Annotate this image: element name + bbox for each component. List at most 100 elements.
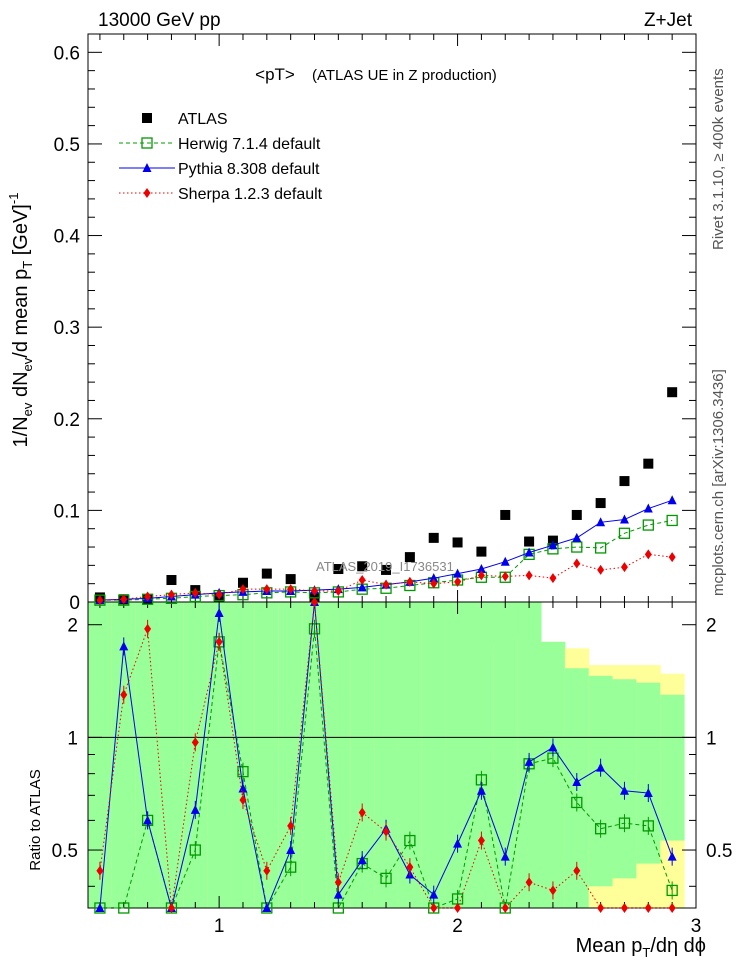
main-point-atlas bbox=[261, 568, 272, 579]
main-point-sherpa bbox=[525, 570, 533, 581]
main-point-pythia bbox=[429, 573, 439, 583]
header-right: Z+Jet bbox=[644, 10, 693, 31]
band-inner-bin bbox=[541, 641, 566, 908]
main-y-tick-label: 0.4 bbox=[54, 227, 81, 248]
ratio-point-sherpa bbox=[597, 903, 605, 913]
ratio-x-tick-label: 2 bbox=[452, 916, 463, 937]
ratio-point-pythia bbox=[286, 845, 296, 855]
main-point-pythia bbox=[524, 547, 534, 557]
main-point-sherpa bbox=[668, 552, 676, 563]
main-point-sherpa bbox=[215, 589, 223, 600]
ratio-point-pythia bbox=[119, 641, 129, 651]
band-inner-bin bbox=[397, 602, 423, 908]
band-inner-bin bbox=[183, 602, 208, 908]
ratio-point-pythia bbox=[453, 838, 463, 848]
ratio-point-sherpa bbox=[454, 903, 462, 913]
main-point-sherpa bbox=[311, 586, 319, 597]
ratio-y-tick-label: 1 bbox=[67, 728, 78, 749]
main-point-atlas bbox=[524, 536, 535, 547]
band-inner-bin bbox=[421, 602, 447, 908]
header-left: 13000 GeV pp bbox=[98, 10, 221, 31]
ratio-y-tick-label-right: 2 bbox=[706, 616, 717, 637]
ratio-y-tick-label-right: 1 bbox=[706, 728, 717, 749]
ratio-point-herwig bbox=[308, 623, 321, 635]
main-point-sherpa bbox=[96, 595, 104, 606]
main-point-pythia bbox=[572, 532, 582, 542]
main-point-pythia bbox=[476, 564, 486, 574]
main-point-herwig bbox=[618, 527, 631, 539]
ratio-point-sherpa bbox=[239, 795, 247, 806]
main-series-layer bbox=[94, 387, 678, 606]
ratio-point-herwig bbox=[380, 872, 392, 885]
ratio-y-tick-label: 0.5 bbox=[52, 841, 78, 862]
main-y-tick-label: 0.6 bbox=[54, 43, 80, 64]
main-point-sherpa bbox=[239, 584, 247, 595]
main-point-atlas bbox=[166, 575, 177, 586]
ratio-point-sherpa bbox=[334, 877, 342, 888]
ratio-y-tick-label-right: 0.5 bbox=[706, 841, 732, 862]
main-point-pythia bbox=[596, 517, 606, 527]
ratio-point-sherpa bbox=[620, 903, 628, 913]
legend-label-sherpa: Sherpa 1.2.3 default bbox=[178, 186, 323, 203]
main-point-herwig bbox=[642, 519, 654, 531]
main-point-atlas bbox=[404, 552, 415, 563]
main-point-atlas bbox=[571, 509, 582, 520]
main-point-herwig bbox=[594, 542, 607, 554]
main-point-sherpa bbox=[382, 579, 390, 590]
ratio-point-pythia bbox=[95, 903, 105, 912]
ratio-y-tick-label: 2 bbox=[67, 616, 78, 637]
ratio-point-herwig bbox=[594, 823, 607, 835]
main-point-atlas bbox=[500, 509, 511, 520]
ratio-point-sherpa bbox=[215, 636, 223, 647]
legend-marker-sherpa bbox=[143, 188, 151, 198]
ratio-point-pythia bbox=[333, 889, 343, 899]
main-point-atlas bbox=[357, 561, 368, 572]
main-point-pythia bbox=[548, 540, 558, 550]
main-point-atlas bbox=[333, 564, 344, 575]
main-point-sherpa bbox=[573, 558, 581, 569]
main-point-herwig bbox=[571, 541, 583, 553]
ratio-point-pythia bbox=[262, 903, 272, 912]
main-point-sherpa bbox=[406, 576, 414, 587]
band-inner-bin bbox=[374, 602, 399, 908]
ratio-point-pythia bbox=[619, 785, 629, 795]
ratio-point-sherpa bbox=[406, 862, 414, 873]
ratio-point-herwig bbox=[571, 796, 583, 809]
ratio-point-herwig bbox=[642, 820, 654, 832]
main-point-sherpa bbox=[191, 587, 199, 598]
legend-marker-pythia bbox=[142, 163, 152, 172]
ratio-point-sherpa bbox=[430, 903, 438, 913]
ratio-x-tick-label: 1 bbox=[214, 916, 225, 937]
plot-subtitle: (ATLAS UE in Z production) bbox=[312, 67, 497, 84]
band-inner-bin bbox=[660, 694, 685, 841]
ratio-point-pythia bbox=[238, 783, 248, 793]
ratio-point-herwig bbox=[666, 884, 678, 897]
main-point-sherpa bbox=[167, 589, 175, 600]
ratio-point-sherpa bbox=[311, 597, 319, 607]
legend-label-pythia: Pythia 8.308 default bbox=[178, 161, 320, 178]
main-y-axis-label: 1/Nev dNev/d mean pT [GeV]-1 bbox=[6, 193, 35, 448]
main-point-sherpa bbox=[287, 584, 295, 595]
ratio-point-sherpa bbox=[549, 885, 557, 896]
ratio-point-pythia bbox=[572, 776, 582, 786]
ratio-point-pythia bbox=[429, 889, 439, 899]
ratio-point-pythia bbox=[500, 851, 510, 861]
main-point-sherpa bbox=[430, 578, 438, 589]
main-point-sherpa bbox=[620, 562, 628, 573]
legend-marker-herwig bbox=[141, 137, 153, 149]
main-point-sherpa bbox=[549, 573, 557, 584]
ratio-point-sherpa bbox=[668, 903, 676, 913]
main-y-tick-label: 0.1 bbox=[54, 501, 80, 522]
ratio-series-layer bbox=[94, 597, 678, 914]
ratio-point-pythia bbox=[596, 762, 606, 772]
ratio-point-sherpa bbox=[120, 689, 128, 700]
band-inner-bin bbox=[231, 602, 256, 908]
ratio-point-herwig bbox=[189, 844, 201, 856]
ratio-x-tick-label: 3 bbox=[691, 916, 702, 937]
main-point-sherpa bbox=[334, 586, 342, 597]
ratio-point-sherpa bbox=[501, 903, 509, 913]
main-point-atlas bbox=[285, 574, 296, 585]
ratio-point-sherpa bbox=[144, 623, 152, 634]
ratio-point-sherpa bbox=[358, 807, 366, 818]
